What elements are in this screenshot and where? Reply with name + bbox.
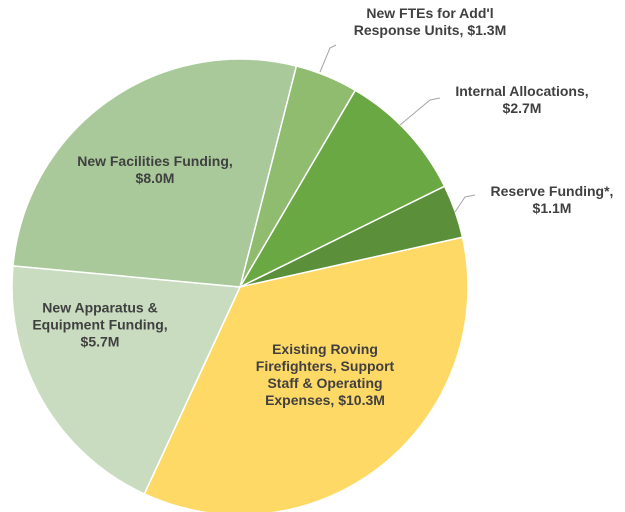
category-label: New Facilities Funding,: [77, 153, 233, 169]
pie-slice: [12, 58, 298, 288]
pie-slice: [11, 265, 242, 495]
value-label: $8.0M: [135, 170, 175, 186]
leader-line: [399, 97, 441, 126]
slice-label: New Facilities Funding, $8.0M: [63, 153, 248, 187]
slice-label: Reserve Funding*, $1.1M: [477, 183, 625, 217]
leader-line: [319, 44, 337, 73]
category-label: Internal Allocations,: [455, 83, 589, 99]
pie-slice: [143, 236, 469, 512]
value-label: $2.7M: [502, 100, 542, 116]
value-label: $1.3M: [467, 22, 507, 38]
slice-label: New Apparatus & Equipment Funding, $5.7M: [23, 300, 178, 351]
category-label: Existing Roving Firefighters, Support St…: [255, 341, 395, 408]
category-label: New Apparatus & Equipment Funding,: [32, 299, 168, 333]
slice-label: Internal Allocations, $2.7M: [435, 83, 610, 117]
category-label: New FTEs for Add'l Response Units,: [353, 5, 494, 38]
slice-label: Existing Roving Firefighters, Support St…: [243, 341, 408, 409]
value-label: $5.7M: [80, 333, 120, 350]
category-label: Reserve Funding*,: [490, 183, 614, 199]
leader-line: [454, 194, 476, 213]
pie-slice: [238, 89, 446, 289]
value-label: $1.1M: [532, 200, 572, 216]
value-label: $10.3M: [338, 392, 385, 408]
slice-label: New FTEs for Add'l Response Units, $1.3M: [333, 5, 528, 39]
